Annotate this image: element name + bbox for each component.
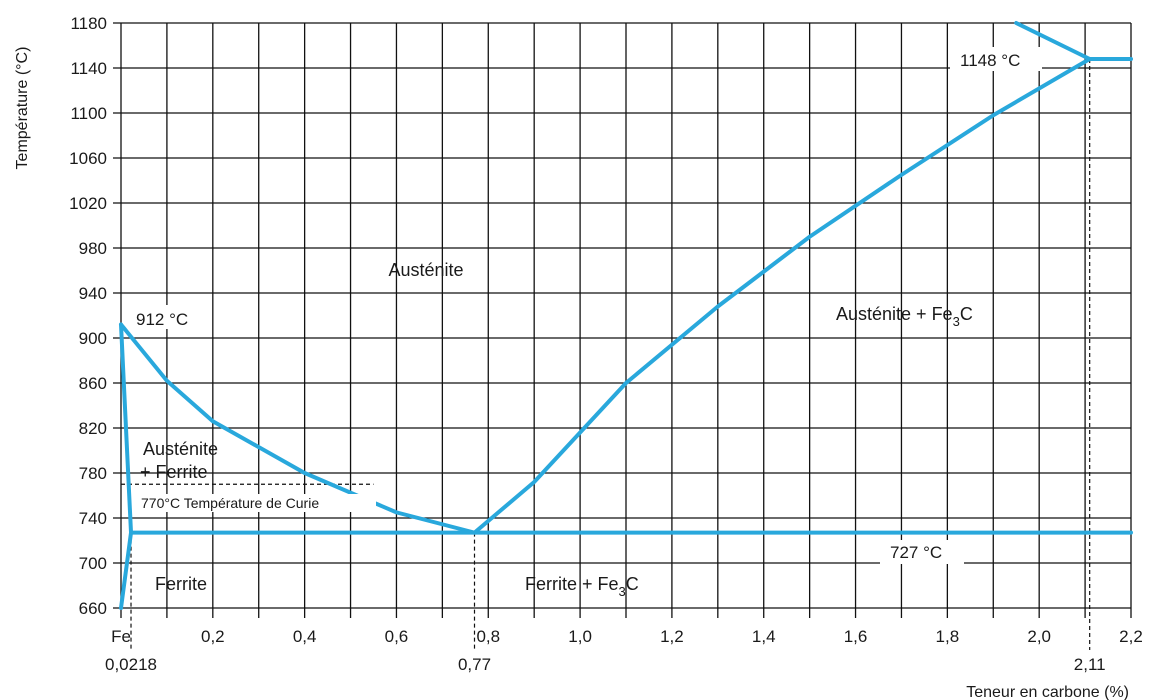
below-axis-labels: 0,0218 0,77 2,11	[105, 655, 1106, 674]
ferrite-solvus-lower	[119, 530, 134, 610]
region-ferrite-fe3c: Ferrite + Fe3C	[525, 574, 639, 599]
grid	[113, 22, 1132, 618]
annotation-727: 727 °C	[890, 543, 942, 562]
x-tick-label: 0,8	[476, 627, 500, 646]
region-austenite-ferrite-line1: Austénite	[143, 439, 218, 459]
x-tick-label: 1,4	[752, 627, 776, 646]
t1148-label-bg	[950, 47, 1042, 71]
y-tick-label: 660	[79, 599, 107, 618]
annotation-912: 912 °C	[136, 310, 188, 329]
y-tick-label: 980	[79, 239, 107, 258]
a3-line	[119, 322, 477, 535]
y-tick-label: 940	[79, 284, 107, 303]
region-austenite-fe3c-sub: 3	[953, 314, 960, 329]
x-tick-label: 1,6	[844, 627, 868, 646]
y-tick-label: 1060	[69, 149, 107, 168]
region-ferrite-fe3c-sub: 3	[619, 584, 626, 599]
x-axis-label: Teneur en carbone (%)	[966, 684, 1129, 700]
x-tick-label: 1,0	[568, 627, 592, 646]
annotation-1148: 1148 °C	[960, 51, 1020, 70]
phase-lines	[119, 21, 1133, 610]
x-tick-label: 2,2	[1119, 627, 1143, 646]
x-tick-label: 0,2	[201, 627, 225, 646]
ferrite-solvus-upper	[119, 322, 134, 535]
region-ferrite: Ferrite	[155, 574, 207, 594]
t727-label-bg	[880, 540, 964, 564]
x-tick-label: 1,2	[660, 627, 684, 646]
composition-label: 2,11	[1074, 655, 1106, 674]
y-tick-label: 700	[79, 554, 107, 573]
region-ferrite-fe3c-tail: C	[626, 574, 639, 594]
region-austenite-fe3c: Austénite + Fe3C	[836, 304, 973, 329]
x-tick-label: 0,6	[385, 627, 409, 646]
x-axis-ticks: Fe 0,2 0,4 0,6 0,8 1,0 1,2 1,4 1,6 1,8 2,0 2,2	[111, 627, 1143, 646]
x-tick-label: 2,0	[1027, 627, 1051, 646]
liquidus-line	[1014, 21, 1092, 61]
x-tick-label: 0,4	[293, 627, 317, 646]
region-austenite: Austénite	[388, 260, 463, 280]
y-tick-label: 1180	[70, 14, 107, 33]
y-tick-label: 860	[79, 374, 107, 393]
y-tick-label: 1140	[70, 59, 107, 78]
annotation-curie: 770°C Température de Curie	[141, 495, 319, 511]
y-tick-label: 820	[79, 419, 107, 438]
y-axis-ticks: 660 700 740 780 820 860 900 940 980 1020 1060 1100 1…	[69, 14, 107, 618]
x-tick-label: 1,8	[936, 627, 960, 646]
region-ferrite-fe3c-main: Ferrite + Fe	[525, 574, 619, 594]
y-axis-label: Température (°C)	[14, 47, 31, 170]
y-tick-label: 1020	[69, 194, 107, 213]
x-tick-label: Fe	[111, 627, 131, 646]
region-austenite-ferrite-line2: + Ferrite	[140, 462, 208, 482]
region-austenite-fe3c-tail: C	[960, 304, 973, 324]
y-tick-label: 740	[79, 509, 107, 528]
t912-label-bg	[132, 305, 208, 329]
composition-label: 0,77	[458, 655, 491, 674]
composition-label: 0,0218	[105, 655, 157, 674]
acm-line	[472, 57, 1092, 535]
y-tick-label: 900	[79, 329, 107, 348]
region-austenite-fe3c-main: Austénite + Fe	[836, 304, 953, 324]
y-tick-label: 780	[79, 464, 107, 483]
t770-label-bg	[138, 494, 376, 512]
y-tick-label: 1100	[70, 104, 107, 123]
